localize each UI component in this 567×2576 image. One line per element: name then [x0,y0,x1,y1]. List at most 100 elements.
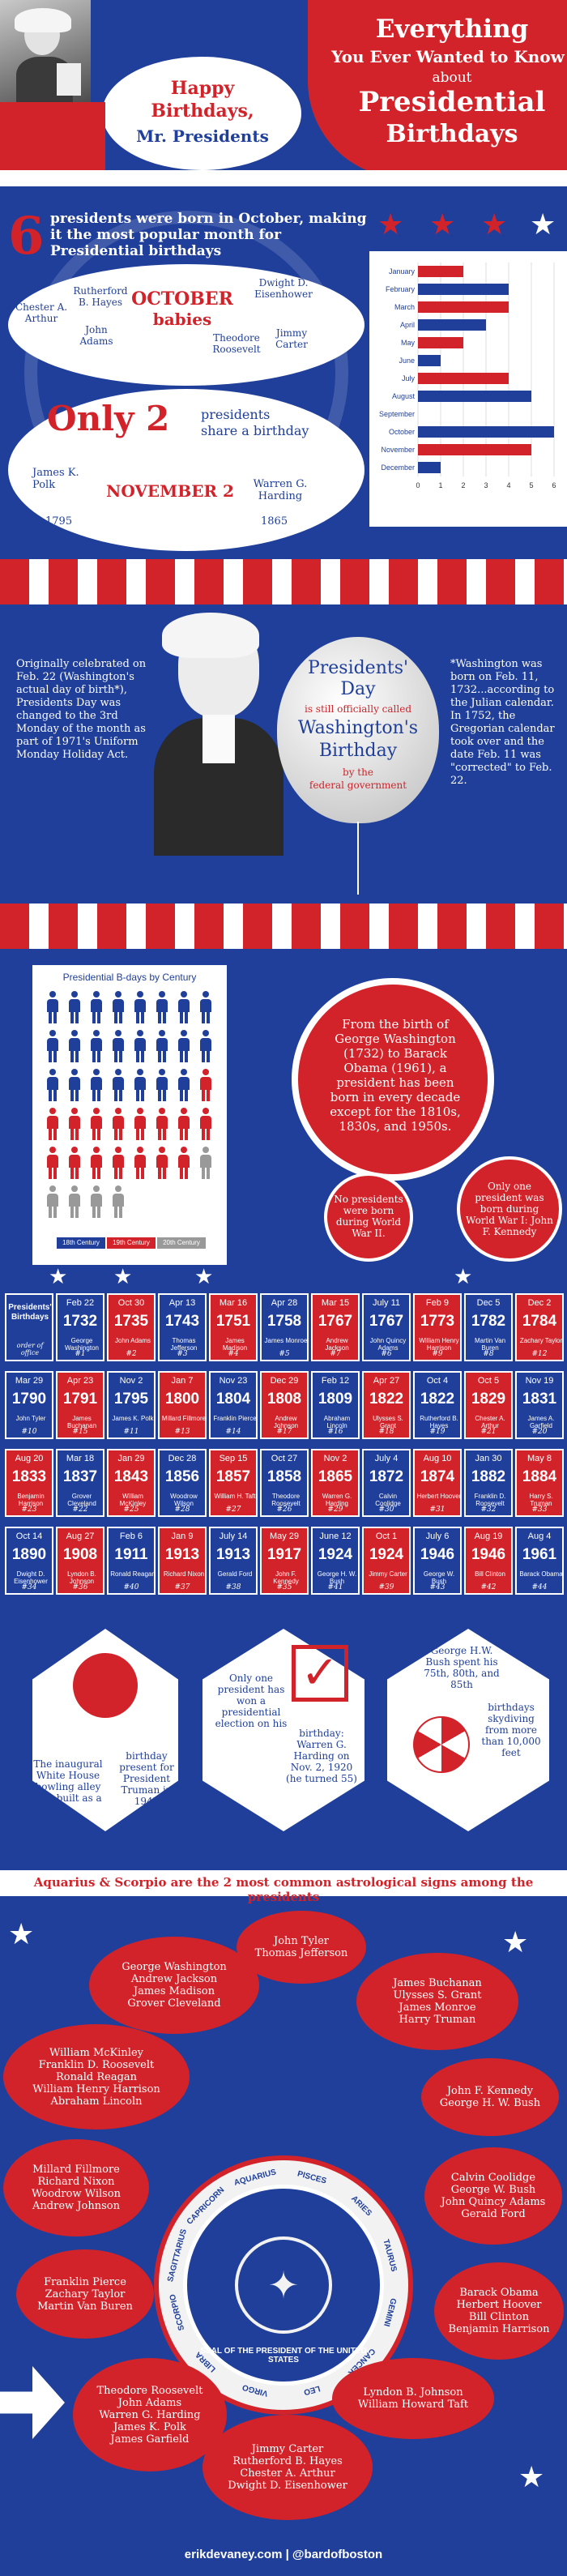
bubble-line-3: Mr. Presidents [136,126,269,146]
birthday-year: 1911 [114,1546,148,1563]
birthday-order: #8 [483,1350,494,1358]
birthday-cell: July 11 1767 John Quincy Adams #6 [362,1293,411,1361]
zodiac-bubble-capricorn: Millard Fillmore Richard Nixon Woodrow W… [3,2139,149,2236]
birthday-cell: Dec 29 1808 Andrew Johnson #17 [260,1371,309,1439]
chart-xlabel: # of Presidential B-days by Month [401,512,535,522]
star-icon: ★ [8,1918,35,1951]
grid-label-cell: Presidents' Birthdays order of office [5,1293,53,1361]
birthday-date: Nov 19 [525,1376,554,1386]
birthday-cell: Apr 27 1822 Ulysses S. Grant #18 [362,1371,411,1439]
birthday-name: John Quincy Adams [369,1337,407,1352]
chart-category-label: February [386,285,416,293]
birthday-order: #34 [21,1583,37,1591]
star-icon: ★ [113,1265,133,1288]
birthday-cell: Apr 23 1791 James Buchanan #15 [56,1371,104,1439]
birthday-cell: Nov 19 1831 James A. Garfield #20 [515,1371,564,1439]
birthday-name: James A. Garfield [527,1415,555,1429]
birthday-date: Dec 28 [168,1454,197,1463]
chart-x-tick-label: 3 [484,481,488,489]
person-icon [46,991,59,1023]
person-icon [46,1185,59,1218]
facts-section: The inaugural White House bowling alley … [0,1613,567,1864]
person-icon [134,991,147,1023]
title-line-2: You Ever Wanted to Know [331,47,565,66]
birthday-cell: Oct 4 1822 Rutherford B. Hayes #19 [413,1371,462,1439]
birthday-year: 1743 [164,1313,200,1330]
october-name-eisenhower: Dwight D. Eisenhower [254,277,313,300]
birthday-order: #23 [21,1506,37,1514]
person-icon [177,1030,190,1062]
birthday-date: Feb 22 [66,1298,95,1308]
birthday-name: Bill Clinton [475,1570,505,1578]
election-text: Only one president has won a presidentia… [215,1672,288,1729]
person-icon [68,1147,81,1179]
birthday-year: 1924 [369,1546,404,1563]
bubble-line-2: Birthdays, [151,100,254,122]
birthday-year: 1865 [318,1468,353,1485]
chart-category-label: March [394,303,415,311]
birthday-year: 1773 [420,1313,455,1330]
person-icon [156,1108,168,1140]
person-icon [134,1108,147,1140]
parachute-icon [413,1716,470,1773]
person-icon [112,991,125,1023]
zodiac-bubble-names: John Tyler Thomas Jefferson [254,1935,348,1959]
balloon-line-1: Presidents' [307,658,409,678]
bubble-line-1: Happy [170,78,235,99]
chart-bar [418,391,531,402]
birthday-year: 1890 [11,1546,47,1563]
title-line-1: Everything [375,15,529,44]
star-icon: ★ [454,1265,473,1288]
birthday-date: July 14 [219,1532,248,1541]
shared-headline: Only 2 [47,399,170,438]
birthday-date: June 12 [319,1532,352,1541]
birthday-cell: Dec 28 1856 Woodrow Wilson #28 [158,1449,207,1517]
birthday-order: #3 [177,1350,188,1358]
birthday-name: Benjamin Harrison [17,1493,45,1507]
person-icon [199,991,212,1023]
october-name-hayes: Rutherford B. Hayes [73,285,128,308]
person-icon [134,1147,147,1179]
birthday-cell: Mar 15 1767 Andrew Jackson #7 [311,1293,360,1361]
birthday-year: 1924 [318,1546,353,1563]
october-name-roosevelt: Theodore Roosevelt [212,332,261,355]
stripe-divider [0,904,567,949]
zodiac-bubble-taurus: James Buchanan Ulysses S. Grant James Mo… [356,1953,518,2050]
birthday-order: #17 [276,1428,292,1436]
birthday-year: 1800 [164,1391,200,1408]
birthday-date: Sep 15 [219,1454,248,1463]
chart-category-label: November [381,446,415,454]
birthday-date: Oct 1 [375,1532,398,1541]
balloon-line-5: Birthday [318,741,398,761]
birthday-cell: Aug 19 1946 Bill Clinton #42 [464,1527,513,1595]
shared-text-1: presidents [201,407,271,422]
birthday-order: #25 [123,1506,139,1514]
birthday-name: Lyndon B. Johnson [67,1570,96,1585]
birthday-name: Chester A. Arthur [475,1415,505,1429]
birthday-name: John F. Kennedy [273,1570,299,1585]
skydive-text: George H.W. Bush spent his 75th, 80th, a… [424,1645,500,1690]
birthday-year: 1808 [266,1391,302,1408]
birthday-date: Dec 29 [270,1376,299,1386]
birthday-date: Aug 27 [66,1532,95,1541]
birthday-year: 1784 [522,1313,557,1330]
birthday-cell: Nov 2 1795 James K. Polk #11 [107,1371,156,1439]
october-name-adams: John Adams [79,324,113,347]
person-icon [68,1108,81,1140]
birthday-date: Jan 9 [171,1532,194,1541]
person-icon [156,1147,168,1179]
eagle-icon: ✦ [267,2263,300,2307]
birthday-order: #19 [429,1428,446,1436]
birthday-order: #37 [174,1583,190,1591]
birthday-cell: Aug 4 1961 Barack Obama #44 [515,1527,564,1595]
birthday-order: #15 [72,1428,88,1436]
chart-category-label: August [392,392,416,400]
birthday-order: #41 [327,1583,343,1591]
bowling-text: The inaugural White House bowling alley … [33,1758,103,1804]
birthday-order: #16 [327,1428,343,1436]
birthday-order: #14 [225,1428,241,1436]
birthday-date: Aug 10 [423,1454,452,1463]
ww1-circle [457,1156,562,1262]
birthday-date: Apr 27 [373,1376,400,1386]
birthday-order: #30 [378,1506,394,1514]
